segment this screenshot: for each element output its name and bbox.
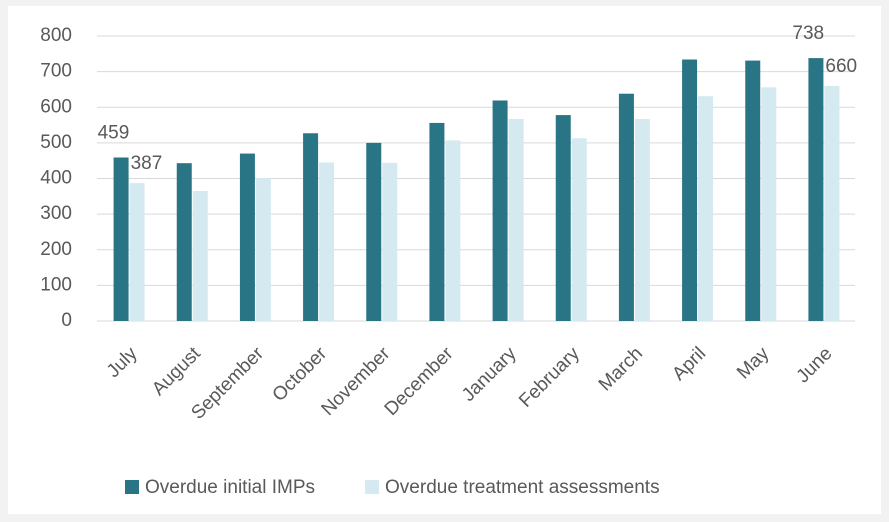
bar bbox=[192, 190, 208, 321]
bar bbox=[445, 140, 461, 321]
bar bbox=[255, 178, 271, 321]
data-label: 660 bbox=[825, 56, 857, 77]
legend-swatch bbox=[125, 480, 139, 494]
bar bbox=[745, 60, 761, 322]
bar bbox=[618, 93, 634, 322]
bar bbox=[303, 133, 319, 321]
bar bbox=[319, 162, 335, 321]
bar bbox=[508, 119, 524, 321]
bar bbox=[555, 115, 571, 322]
bar bbox=[492, 100, 508, 321]
y-tick-label: 500 bbox=[40, 132, 72, 153]
legend-swatch bbox=[365, 480, 380, 494]
chart-panel bbox=[8, 6, 881, 514]
bar bbox=[429, 122, 445, 321]
y-tick-label: 200 bbox=[40, 239, 72, 260]
bar bbox=[239, 153, 255, 321]
data-label: 387 bbox=[131, 153, 163, 174]
y-tick-label: 300 bbox=[40, 203, 72, 224]
bar bbox=[176, 163, 192, 321]
bar bbox=[698, 96, 714, 321]
bar bbox=[808, 58, 824, 322]
y-tick-label: 600 bbox=[40, 96, 72, 117]
bar bbox=[129, 183, 145, 321]
bar bbox=[682, 59, 698, 321]
y-tick-label: 400 bbox=[40, 168, 72, 189]
bar bbox=[634, 119, 650, 321]
y-tick-label: 100 bbox=[40, 274, 72, 295]
y-tick-label: 0 bbox=[61, 310, 72, 331]
data-label: 459 bbox=[98, 122, 130, 143]
bar bbox=[113, 157, 129, 321]
bar bbox=[824, 85, 840, 321]
bar bbox=[761, 87, 777, 321]
legend-label: Overdue treatment assessments bbox=[385, 477, 660, 498]
bar bbox=[382, 162, 398, 321]
legend-label: Overdue initial IMPs bbox=[145, 477, 315, 498]
y-tick-label: 800 bbox=[40, 25, 72, 46]
bar bbox=[571, 138, 587, 321]
y-tick-label: 700 bbox=[40, 61, 72, 82]
bar bbox=[366, 142, 382, 321]
data-label: 738 bbox=[792, 23, 824, 44]
